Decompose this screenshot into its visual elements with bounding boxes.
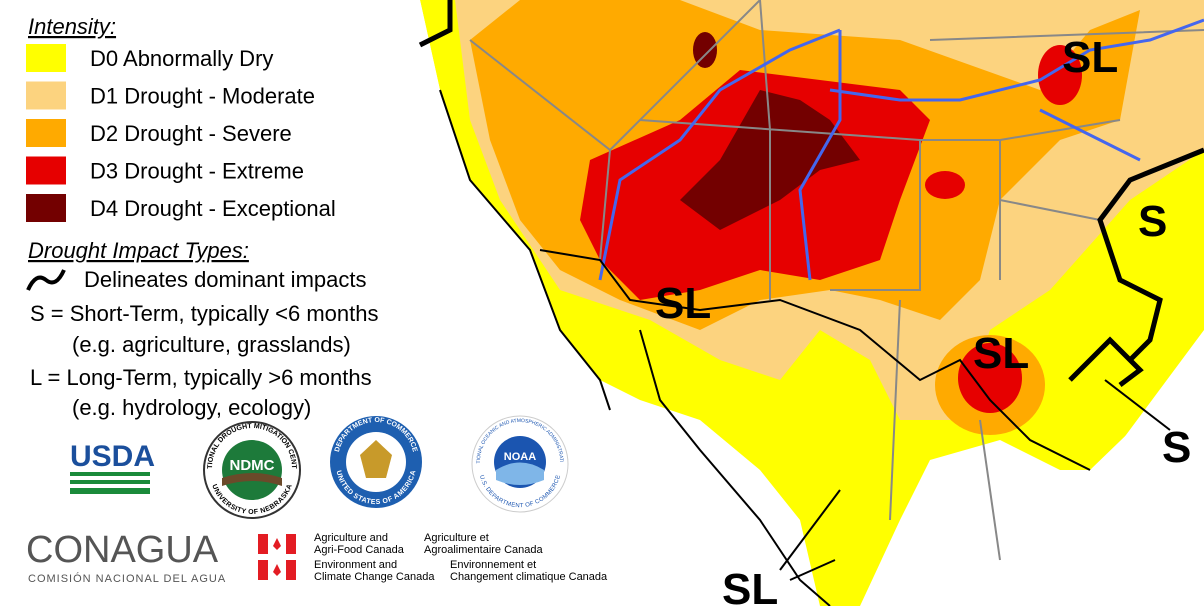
usda-logo: USDA [70, 440, 155, 473]
legend: Intensity: Drought Impact Types: Delinea… [26, 14, 378, 420]
map-label: S [1138, 197, 1167, 246]
d3-area [925, 171, 965, 199]
canada-text: Climate Change Canada [314, 571, 435, 583]
legend-title: Intensity: [28, 14, 116, 39]
legend-label: D4 Drought - Exceptional [90, 196, 336, 221]
impact-text: Delineates dominant impacts [84, 267, 366, 292]
canada-text: Agriculture and [314, 532, 388, 544]
legend-label: D2 Drought - Severe [90, 121, 292, 146]
canada-text: Changement climatique Canada [450, 571, 608, 583]
conagua-sub: COMISIÓN NACIONAL DEL AGUA [28, 572, 226, 585]
pointer-lines [779, 379, 1171, 581]
legend-swatch [26, 81, 66, 110]
canada-text: Agriculture et [424, 532, 489, 544]
impact-text: S = Short-Term, typically <6 months [30, 301, 378, 326]
ndmc-text: NDMC [230, 457, 275, 474]
canada-flag [258, 534, 296, 580]
usda-stripe [70, 480, 150, 484]
noaa-wave [496, 462, 544, 485]
impact-lines [418, 0, 1204, 387]
d3-area [958, 343, 1022, 413]
legend-label: D0 Abnormally Dry [90, 46, 273, 71]
state-lines [469, 0, 1204, 561]
canada-text: Environnement et [450, 559, 536, 571]
map-label: S [1162, 423, 1191, 472]
legend-label: D3 Drought - Extreme [90, 159, 304, 184]
noaa-text: NOAA [504, 451, 536, 463]
ocean [0, 0, 610, 606]
map-label: SL [1062, 33, 1118, 82]
impact-text: L = Long-Term, typically >6 months [30, 365, 372, 390]
map-label: SL [973, 329, 1029, 378]
map-label: SL [722, 565, 778, 606]
ndmc-inner [222, 440, 282, 500]
canada-text: Environment and [314, 559, 397, 571]
map-label: SL [655, 279, 711, 328]
legend-label: D1 Drought - Moderate [90, 84, 315, 109]
doc-eagle [360, 440, 392, 478]
usda-stripe [70, 472, 150, 476]
coast-border [439, 89, 1091, 606]
impact-title: Drought Impact Types: [28, 238, 249, 263]
legend-swatch [26, 156, 66, 185]
legend-swatch [26, 194, 66, 222]
gulf [1060, 360, 1204, 606]
canada-text: Agri-Food Canada [314, 544, 405, 556]
impact-text: (e.g. agriculture, grasslands) [72, 332, 351, 357]
rivers [598, 18, 1204, 281]
canada-text: Agroalimentaire Canada [424, 544, 544, 556]
impact-line-sample [26, 269, 66, 291]
d4-area [693, 32, 717, 68]
ndmc-wave [222, 473, 282, 486]
legend-swatch [26, 119, 66, 147]
usda-stripe [70, 488, 150, 494]
conagua-logo: CONAGUA [26, 529, 219, 571]
impact-text: (e.g. hydrology, ecology) [72, 395, 311, 420]
legend-swatch [26, 44, 66, 72]
